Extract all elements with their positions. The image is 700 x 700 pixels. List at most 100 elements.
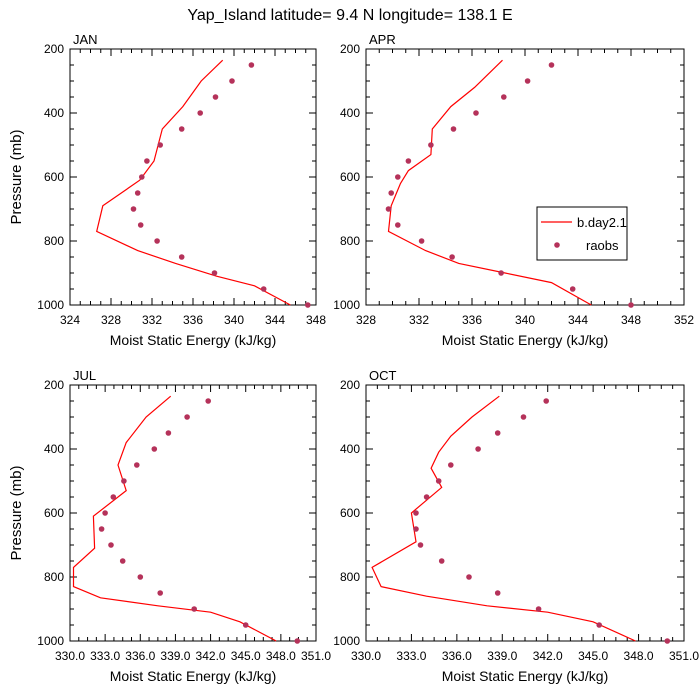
x-tick-label: 336 [462, 313, 482, 327]
obs-point [548, 62, 555, 68]
obs-point [498, 270, 504, 276]
obs-point [524, 78, 531, 84]
x-axis-label: Moist Static Energy (kJ/kg) [442, 332, 609, 348]
x-tick-label: 336 [183, 313, 203, 327]
y-tick-label: 400 [44, 106, 64, 120]
obs-point [157, 590, 163, 596]
x-axis-label: Moist Static Energy (kJ/kg) [110, 332, 277, 348]
y-tick-label: 200 [340, 42, 360, 56]
x-tick-label: 339.0 [487, 649, 517, 663]
y-tick-label: 1000 [37, 298, 64, 312]
obs-point [121, 478, 127, 484]
obs-point [628, 302, 634, 308]
y-tick-label: 600 [340, 506, 360, 520]
obs-point [543, 398, 549, 404]
obs-point [535, 606, 542, 612]
obs-point [242, 622, 249, 628]
y-tick-label: 400 [44, 442, 64, 456]
obs-point [260, 286, 267, 292]
obs-point [191, 606, 197, 612]
obs-point [197, 110, 203, 116]
panel-jul: 330.0 333.0 336.0 339.0 342.0 345.0 348.0 351.0… [8, 368, 331, 684]
y-tick-label: 800 [340, 570, 360, 584]
y-tick-label: 600 [340, 170, 360, 184]
panel-apr: 328 332 336 340 344 348 352 200 400 600 800 1000 APR… [333, 32, 694, 348]
y-tick-label: 800 [44, 234, 64, 248]
x-tick-label: 332 [409, 313, 429, 327]
panel-jan: 324 328 332 336 340 344 348 200 400 600 800 1000 JAN… [8, 32, 326, 348]
obs-point [98, 526, 105, 532]
y-tick-label: 800 [340, 234, 360, 248]
y-tick-label: 200 [44, 42, 64, 56]
panel-title: JUL [73, 368, 96, 383]
y-tick-label: 600 [44, 170, 64, 184]
obs-point [134, 190, 141, 196]
obs-point [475, 446, 481, 452]
y-tick-label: 400 [340, 106, 360, 120]
legend-model-label: b.day2.1 [577, 215, 627, 230]
obs-point [449, 254, 455, 260]
obs-point [205, 398, 211, 404]
x-tick-label: 340 [224, 313, 244, 327]
y-axis-label: Pressure (mb) [8, 129, 25, 224]
obs-point [385, 206, 392, 212]
x-tick-label: 351.0 [669, 649, 699, 663]
x-tick-label: 328 [101, 313, 121, 327]
x-tick-label: 348 [621, 313, 641, 327]
x-tick-label: 348.0 [624, 649, 654, 663]
obs-point [438, 558, 445, 564]
y-tick-label: 200 [44, 378, 64, 392]
y-tick-label: 1000 [333, 298, 360, 312]
obs-point [466, 574, 472, 580]
obs-point [569, 286, 576, 292]
panel-title: OCT [369, 368, 397, 383]
figure-title: Yap_Island latitude= 9.4 N longitude= 13… [187, 7, 512, 24]
y-tick-label: 600 [44, 506, 64, 520]
x-tick-label: 330.0 [351, 649, 381, 663]
obs-point [395, 222, 401, 228]
legend-obs-label: raobs [586, 238, 619, 253]
y-tick-label: 1000 [333, 634, 360, 648]
obs-point [157, 142, 163, 148]
obs-point [520, 414, 527, 420]
y-axis-label: Pressure (mb) [8, 465, 25, 560]
x-tick-label: 336.0 [125, 649, 155, 663]
panel-title: APR [369, 32, 396, 47]
obs-point [134, 462, 140, 468]
obs-point [418, 238, 425, 244]
legend-obs-swatch [554, 242, 560, 248]
x-tick-label: 328 [356, 313, 376, 327]
x-axis-label: Moist Static Energy (kJ/kg) [110, 668, 277, 684]
obs-point [139, 174, 145, 180]
x-tick-label: 351.0 [301, 649, 331, 663]
y-tick-label: 1000 [37, 634, 64, 648]
obs-point [423, 494, 430, 500]
x-tick-label: 336.0 [442, 649, 472, 663]
obs-point [473, 110, 479, 116]
obs-point [108, 542, 114, 548]
x-tick-label: 339.0 [160, 649, 190, 663]
obs-point [448, 462, 454, 468]
obs-point [294, 638, 301, 644]
x-tick-label: 333.0 [396, 649, 426, 663]
x-tick-label: 344 [568, 313, 588, 327]
x-tick-label: 352 [674, 313, 694, 327]
obs-point [596, 622, 602, 628]
obs-point [417, 542, 424, 548]
obs-point [413, 510, 419, 516]
obs-point [405, 158, 412, 164]
plot-frame [69, 48, 317, 306]
obs-point [211, 270, 218, 276]
obs-point [165, 430, 172, 436]
obs-point [212, 94, 219, 100]
x-tick-label: 324 [60, 313, 80, 327]
obs-point [178, 254, 185, 260]
obs-point [395, 174, 401, 180]
x-tick-label: 332 [142, 313, 162, 327]
obs-point [428, 142, 434, 148]
obs-point [450, 126, 457, 132]
obs-point [151, 446, 158, 452]
obs-point [229, 78, 235, 84]
obs-point [130, 206, 137, 212]
